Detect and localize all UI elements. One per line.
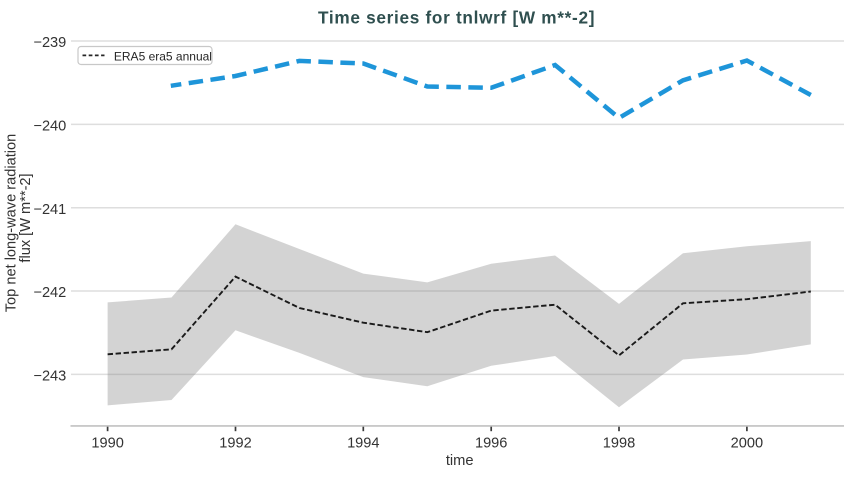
svg-text:−240: −240 [33, 119, 66, 135]
svg-text:−241: −241 [33, 202, 66, 218]
svg-text:Time series for tnlwrf [W m**-: Time series for tnlwrf [W m**-2] [318, 8, 595, 28]
svg-text:ERA5 era5 annual: ERA5 era5 annual [114, 49, 212, 63]
svg-text:1994: 1994 [347, 435, 379, 451]
svg-text:time: time [446, 453, 474, 469]
svg-text:1996: 1996 [475, 435, 507, 451]
svg-text:−242: −242 [33, 285, 66, 301]
svg-text:1998: 1998 [603, 435, 635, 451]
svg-text:1992: 1992 [219, 435, 251, 451]
svg-text:1990: 1990 [91, 435, 123, 451]
svg-text:Top net long-wave radiation: Top net long-wave radiation [4, 134, 20, 312]
svg-text:−243: −243 [33, 369, 66, 385]
svg-text:flux [W m**-2]: flux [W m**-2] [18, 173, 34, 262]
svg-text:−239: −239 [33, 35, 66, 51]
svg-text:2000: 2000 [731, 435, 763, 451]
